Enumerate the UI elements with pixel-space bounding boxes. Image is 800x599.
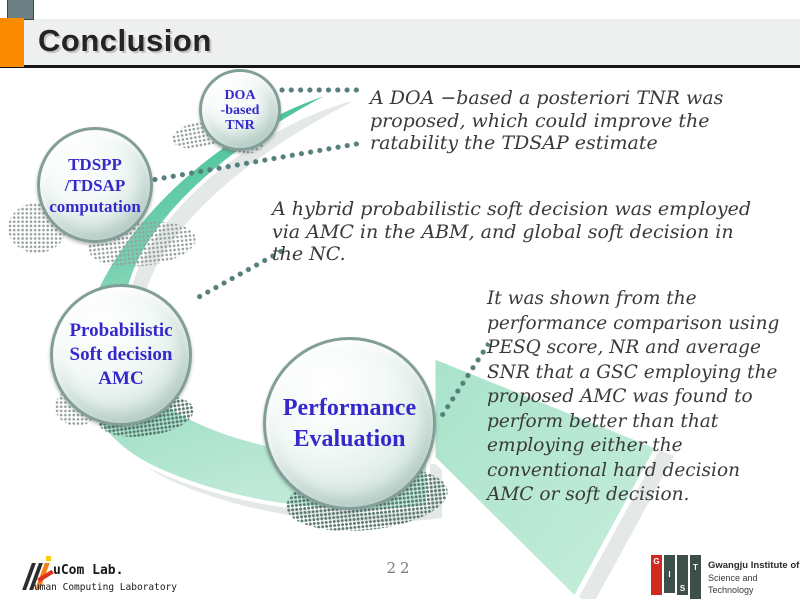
page-number: 22 (386, 559, 414, 577)
sphere-label: Probabilistic (69, 320, 173, 341)
annotation-line: proposed, which could improve the (370, 109, 710, 132)
annotation-line: PESQ score, NR and average (487, 337, 761, 358)
gist-bar-i: I (664, 555, 675, 593)
annotation-line: ratability the TDSAP estimate (370, 132, 658, 154)
gist-letter: T (693, 563, 698, 572)
hucom-lab-logo: uCom Lab. uman Computing Laboratory (22, 556, 207, 598)
slide-title: Conclusion (38, 23, 212, 58)
annotation-line: performance comparison using (487, 312, 780, 334)
annotation-line: It was shown from the (487, 288, 697, 309)
sphere-performance-evaluation: Performance Evaluation (263, 337, 436, 510)
annotation-line: conventional hard decision (487, 459, 741, 481)
annotation-line: the NC. (272, 243, 346, 265)
gray-accent-square (8, 0, 33, 19)
hucom-yellow-dot-icon (46, 556, 51, 561)
sphere-label: Soft decision (69, 344, 173, 365)
gist-bar-s: S (677, 555, 688, 595)
sphere-label: Performance (282, 394, 417, 421)
hucom-lab-subtitle: uman Computing Laboratory (34, 582, 177, 593)
dotted-connector-doa (279, 87, 363, 93)
gist-letter: G (653, 557, 660, 566)
annotation-line: A hybrid probabilistic soft decision was… (272, 198, 751, 220)
gist-bar-g: G (651, 555, 662, 595)
sphere-label: /TDSAP (64, 175, 126, 195)
annotation-performance-comparison: It was shown from the performance compar… (487, 287, 779, 508)
annotation-line: proposed AMC was found to (487, 386, 753, 407)
sphere-label: DOA (224, 87, 256, 103)
sphere-label: TNR (225, 117, 255, 133)
hucom-lab-name: uCom Lab. (53, 563, 124, 578)
sphere-probabilistic-soft-decision-amc: Probabilistic Soft decision AMC (50, 284, 192, 426)
sphere-label: TDSPP (68, 154, 122, 174)
gist-name-line1: Gwangju Institute of (708, 560, 800, 571)
gist-letter: I (668, 569, 671, 579)
gist-name-line2: Science and Technology (708, 573, 758, 595)
orange-accent-square (0, 18, 24, 67)
annotation-line: via AMC in the ABM, and global soft deci… (272, 220, 734, 243)
annotation-hybrid-soft-decision: A hybrid probabilistic soft decision was… (272, 198, 751, 266)
annotation-line: perform better than that (487, 410, 719, 432)
sphere-doa-based-tnr: DOA -based TNR (199, 69, 281, 151)
annotation-doa-tnr: A DOA −based a posteriori TNR was propos… (370, 87, 723, 155)
annotation-line: A DOA −based a posteriori TNR was (370, 87, 724, 109)
sphere-tdspp-tdsap-computation: TDSPP /TDSAP computation (37, 127, 153, 243)
sphere-label: computation (49, 196, 141, 216)
sphere-label: AMC (98, 368, 144, 389)
sphere-label: Evaluation (293, 425, 406, 452)
gist-bars-icon: G I S T (651, 555, 701, 599)
sphere-label: -based (220, 102, 260, 118)
gist-name: Gwangju Institute of Science and Technol… (708, 560, 800, 596)
title-bar (0, 19, 800, 68)
annotation-line: employing either the (487, 435, 683, 456)
gist-letter: S (679, 584, 686, 593)
gist-bar-t: T (690, 555, 701, 599)
annotation-line: SNR that a GSC employing the (487, 361, 778, 383)
annotation-line: AMC or soft decision. (487, 484, 690, 505)
gist-logo: G I S T Gwangju Institute of Science and… (651, 555, 800, 599)
